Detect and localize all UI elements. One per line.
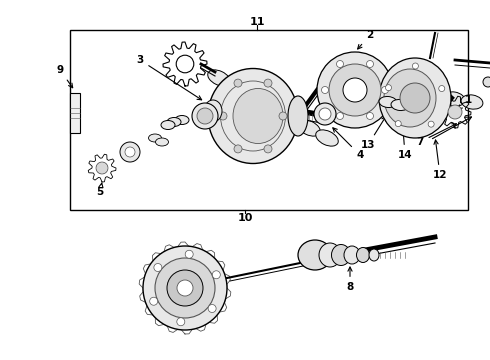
- Circle shape: [149, 297, 158, 305]
- Circle shape: [483, 77, 490, 87]
- Ellipse shape: [220, 81, 286, 151]
- Ellipse shape: [155, 138, 169, 146]
- Ellipse shape: [175, 116, 189, 125]
- Circle shape: [367, 60, 373, 68]
- Text: 8: 8: [346, 267, 354, 292]
- Ellipse shape: [384, 69, 436, 127]
- Circle shape: [264, 145, 272, 153]
- Circle shape: [234, 145, 242, 153]
- Text: 3: 3: [136, 55, 201, 100]
- Circle shape: [167, 270, 203, 306]
- Ellipse shape: [344, 246, 360, 264]
- Circle shape: [382, 86, 389, 94]
- Ellipse shape: [167, 117, 181, 126]
- Circle shape: [279, 112, 287, 120]
- Ellipse shape: [288, 96, 308, 136]
- Circle shape: [177, 318, 185, 326]
- Ellipse shape: [407, 86, 429, 100]
- Ellipse shape: [244, 90, 266, 106]
- Ellipse shape: [208, 70, 230, 86]
- Circle shape: [155, 258, 215, 318]
- Circle shape: [264, 79, 272, 87]
- Circle shape: [154, 264, 162, 271]
- Circle shape: [208, 305, 216, 312]
- Ellipse shape: [161, 121, 175, 130]
- Circle shape: [192, 103, 218, 129]
- Circle shape: [428, 121, 434, 127]
- Text: 12: 12: [433, 140, 447, 180]
- Ellipse shape: [379, 96, 397, 108]
- Circle shape: [386, 85, 392, 91]
- Ellipse shape: [357, 248, 369, 262]
- Ellipse shape: [204, 100, 222, 122]
- Circle shape: [439, 86, 445, 91]
- Ellipse shape: [316, 130, 338, 146]
- Circle shape: [395, 121, 401, 127]
- Circle shape: [143, 246, 227, 330]
- Text: 9: 9: [56, 65, 73, 88]
- Ellipse shape: [148, 134, 162, 142]
- Circle shape: [96, 162, 108, 174]
- Ellipse shape: [280, 110, 302, 126]
- Circle shape: [125, 147, 135, 157]
- Circle shape: [367, 112, 373, 120]
- Circle shape: [337, 60, 343, 68]
- Circle shape: [185, 250, 193, 258]
- Circle shape: [448, 105, 462, 119]
- Ellipse shape: [332, 244, 350, 266]
- Circle shape: [343, 78, 367, 102]
- Text: 4: 4: [333, 128, 364, 160]
- Ellipse shape: [298, 120, 320, 136]
- Circle shape: [321, 86, 328, 94]
- Ellipse shape: [425, 89, 447, 103]
- Ellipse shape: [298, 240, 332, 270]
- Circle shape: [400, 83, 430, 113]
- Ellipse shape: [262, 100, 284, 116]
- Text: 1: 1: [458, 95, 472, 109]
- Text: 11: 11: [249, 17, 265, 27]
- Circle shape: [197, 108, 213, 124]
- Ellipse shape: [389, 83, 411, 97]
- Circle shape: [219, 112, 227, 120]
- Circle shape: [319, 108, 331, 120]
- Ellipse shape: [233, 89, 283, 144]
- Text: 5: 5: [97, 183, 103, 197]
- Text: 7: 7: [416, 124, 456, 147]
- Circle shape: [177, 280, 193, 296]
- Ellipse shape: [379, 58, 451, 138]
- Text: 6: 6: [326, 55, 343, 98]
- Circle shape: [314, 103, 336, 125]
- Circle shape: [337, 112, 343, 120]
- Ellipse shape: [461, 95, 483, 109]
- Ellipse shape: [391, 99, 409, 111]
- Circle shape: [317, 52, 393, 128]
- Bar: [70, 93, 80, 133]
- Bar: [70, 30, 468, 210]
- Text: 10: 10: [237, 213, 253, 223]
- Text: 13: 13: [361, 116, 386, 150]
- Ellipse shape: [208, 68, 298, 163]
- Ellipse shape: [369, 249, 379, 261]
- Ellipse shape: [226, 80, 248, 96]
- Circle shape: [329, 64, 381, 116]
- Circle shape: [120, 142, 140, 162]
- Text: 2: 2: [358, 30, 374, 49]
- Circle shape: [413, 63, 418, 69]
- Circle shape: [234, 79, 242, 87]
- Ellipse shape: [319, 243, 341, 267]
- Circle shape: [212, 271, 220, 279]
- Text: 14: 14: [398, 119, 412, 160]
- Ellipse shape: [443, 92, 465, 106]
